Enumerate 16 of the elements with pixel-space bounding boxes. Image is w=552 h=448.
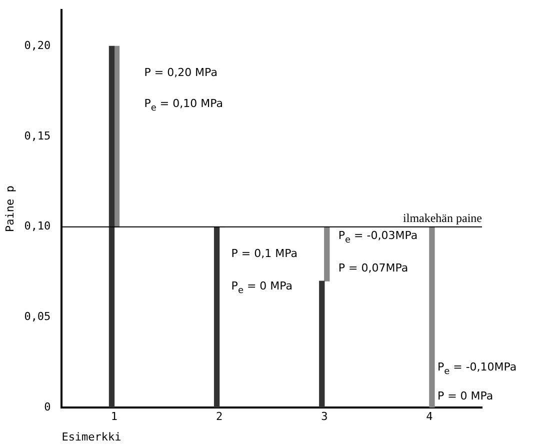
annotation: P = 0 MPa — [437, 390, 494, 403]
annotation: P = 0,20 MPa — [144, 66, 218, 80]
ref-line-label: ilmakehän paine — [403, 210, 482, 225]
x-tick-label: 2 — [216, 410, 223, 424]
y-tick-label: 0,10 — [24, 220, 51, 233]
y-tick-label: 0,20 — [24, 39, 51, 52]
y-tick-label: 0,05 — [24, 310, 51, 324]
x-tick-label: 3 — [321, 410, 328, 424]
x-axis-title: Esimerkki — [62, 430, 122, 444]
annotation: P = 0,07MPa — [338, 261, 408, 274]
y-axis-title: Paine p — [3, 186, 16, 232]
x-tick-label: 4 — [426, 410, 434, 424]
y-tick-label: 0 — [44, 400, 51, 414]
annotation: P = 0,1 MPa — [231, 246, 298, 260]
y-tick-label: 0,15 — [24, 129, 51, 142]
x-tick-label: 1 — [110, 410, 118, 424]
